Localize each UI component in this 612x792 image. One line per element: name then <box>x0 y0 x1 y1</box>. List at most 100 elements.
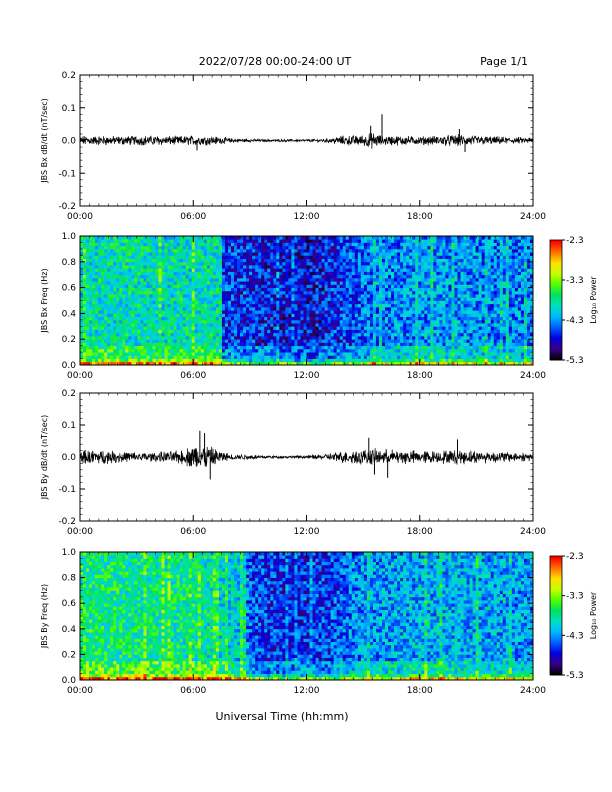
spectrogram-cell <box>86 348 90 353</box>
spectrogram-cell <box>394 358 398 363</box>
spectrogram-cell <box>348 242 353 247</box>
spectrogram-cell <box>134 345 138 350</box>
spectrogram-cell <box>155 265 159 269</box>
spectrogram-cell <box>80 248 84 253</box>
spectrogram-cell <box>113 323 117 327</box>
spectrogram-cell <box>442 355 446 359</box>
spectrogram-cell <box>128 248 132 253</box>
spectrogram-cell <box>267 265 271 269</box>
spectrogram-cell <box>264 248 268 253</box>
spectrogram-cell <box>86 255 90 259</box>
spectrogram-cell <box>312 245 316 250</box>
spectrogram-cell <box>86 342 90 347</box>
spectrogram-cell <box>258 268 262 272</box>
spectrogram-cell <box>194 313 199 318</box>
spectrogram-cell <box>218 326 223 330</box>
spectrogram-cell <box>330 310 335 314</box>
spectrogram-cell <box>140 313 144 318</box>
spectrogram-cell <box>345 265 350 269</box>
spectrogram-cell <box>113 319 117 324</box>
spectrogram-cell <box>351 348 356 353</box>
spectrogram-cell <box>206 342 211 347</box>
spectrogram-cell <box>116 274 120 279</box>
spectrogram-cell <box>436 326 440 330</box>
spectrogram-cell <box>176 268 181 272</box>
spectrogram-cell <box>309 332 313 337</box>
spectrogram-cell <box>357 323 362 327</box>
spectrogram-cell <box>378 284 383 289</box>
spectrogram-cell <box>303 335 307 340</box>
spectrogram-cell <box>83 294 87 298</box>
spectrogram-cell <box>415 248 419 253</box>
spectrogram-cell <box>212 236 217 240</box>
spectrogram-cell <box>80 290 84 295</box>
spectrogram-cell <box>400 345 404 350</box>
spectrogram-cell <box>227 310 232 314</box>
spectrogram-cell <box>436 339 440 343</box>
spectrogram-cell <box>155 319 159 324</box>
spectrogram-cell <box>98 290 102 295</box>
spectrogram-cell <box>354 239 359 243</box>
spectrogram-cell <box>86 352 90 356</box>
spectrogram-cell <box>200 332 205 337</box>
spectrogram-cell <box>234 271 238 276</box>
spectrogram-cell <box>218 339 223 343</box>
spectrogram-cell <box>227 303 232 308</box>
spectrogram-cell <box>333 297 338 301</box>
spectrogram-cell <box>421 313 425 318</box>
spectrogram-cell <box>224 255 229 259</box>
spectrogram-cell <box>101 303 105 308</box>
spectrogram-cell <box>415 274 419 279</box>
spectrogram-cell <box>294 319 298 324</box>
spectrogram-cell <box>303 306 307 311</box>
spectrogram-cell <box>339 274 344 279</box>
spectrogram-cell <box>363 323 368 327</box>
spectrogram-cell <box>436 313 440 318</box>
spectrogram-cell <box>137 361 141 366</box>
spectrogram-cell <box>176 345 181 350</box>
spectrogram-cell <box>421 345 425 350</box>
spectrogram-cell <box>291 271 295 276</box>
spectrogram-cell <box>430 306 434 311</box>
spectrogram-cell <box>403 265 407 269</box>
spectrogram-cell <box>255 265 259 269</box>
spectrogram-cell <box>412 345 416 350</box>
spectrogram-cell <box>351 323 356 327</box>
spectrogram-cell <box>255 342 259 347</box>
spectrogram-cell <box>351 303 356 308</box>
spectrogram-cell <box>397 252 401 256</box>
spectrogram-cell <box>415 355 419 359</box>
spectrogram-cell <box>327 339 332 343</box>
spectrogram-cell <box>173 290 178 295</box>
spectrogram-cell <box>200 355 205 359</box>
spectrogram-cell <box>324 323 329 327</box>
spectrogram-cell <box>397 242 401 247</box>
spectrogram-cell <box>86 277 90 282</box>
spectrogram-cell <box>116 294 120 298</box>
spectrogram-cell <box>125 329 129 334</box>
spectrogram-cell <box>264 332 268 337</box>
spectrogram-cell <box>291 236 295 240</box>
spectrogram-cell <box>333 277 338 282</box>
spectrogram-cell <box>119 329 123 334</box>
spectrogram-cell <box>321 313 326 318</box>
spectrogram-cell <box>137 258 141 263</box>
spectrogram-cell <box>206 236 211 240</box>
spectrogram-cell <box>191 290 196 295</box>
spectrogram-cell <box>330 268 335 272</box>
spectrogram-cell <box>369 239 374 243</box>
spectrogram-cell <box>369 297 374 301</box>
spectrogram-cell <box>333 239 338 243</box>
spectrogram-cell <box>282 326 286 330</box>
spectrogram-cell <box>388 355 392 359</box>
spectrogram-cell <box>406 252 410 256</box>
spectrogram-cell <box>409 287 413 292</box>
spectrogram-cell <box>279 358 283 363</box>
spectrogram-cell <box>348 294 353 298</box>
spectrogram-cell <box>369 316 374 321</box>
spectrogram-cell <box>155 255 159 259</box>
spectrogram-cell <box>357 345 362 350</box>
spectrogram-cell <box>267 258 271 263</box>
spectrogram-cell <box>125 339 129 343</box>
spectrogram-cell <box>246 319 250 324</box>
